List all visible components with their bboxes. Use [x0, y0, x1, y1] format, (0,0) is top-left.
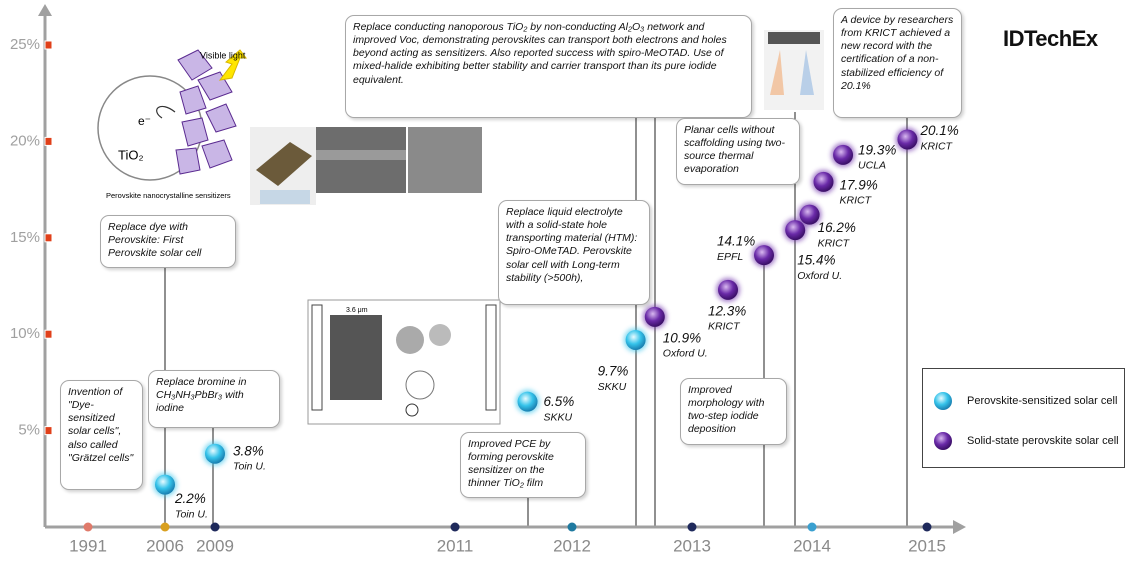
- institution-label: Toin U.: [233, 461, 266, 473]
- x-tick-label: 2015: [908, 536, 946, 555]
- institution-label: Oxford U.: [797, 270, 842, 282]
- value-label: 20.1%: [919, 123, 958, 138]
- data-point: [813, 171, 834, 192]
- value-label: 14.1%: [717, 234, 755, 249]
- y-tick-label: 25%: [10, 36, 40, 53]
- legend-label: Solid-state perovskite solar cell: [967, 435, 1119, 447]
- illustration-label: e⁻: [138, 114, 151, 128]
- value-label: 6.5%: [544, 394, 575, 409]
- data-point: [205, 443, 225, 464]
- x-tick-label: 2013: [673, 536, 711, 555]
- data-point: [833, 144, 854, 165]
- x-tick-mark: [210, 522, 220, 532]
- x-tick-mark: [687, 522, 697, 532]
- institution-label: KRICT: [840, 195, 873, 207]
- logo: IDTechEx: [1003, 26, 1098, 51]
- micrograph-label: 3.6 μm: [346, 307, 368, 314]
- legend-swatch: [934, 392, 952, 410]
- institution-label: EPFL: [717, 251, 743, 263]
- y-tick-label: 15%: [10, 229, 40, 246]
- institution-label: Oxford U.: [663, 348, 708, 360]
- callout: Invention of "Dye-sensitized solar cells…: [60, 380, 143, 490]
- callout: Planar cells without scaffolding using t…: [676, 118, 800, 185]
- x-tick-mark: [567, 522, 577, 532]
- y-tick-mark: [44, 40, 53, 50]
- x-tick-label: 2012: [553, 536, 591, 555]
- legend-marker: [934, 392, 952, 410]
- x-tick-mark: [83, 522, 93, 532]
- callout: Improved morphology with two-step iodide…: [680, 378, 787, 445]
- y-tick-mark: [44, 426, 53, 436]
- y-tick-label: 20%: [10, 132, 40, 149]
- data-point: [155, 474, 175, 495]
- x-tick-label: 2009: [196, 536, 234, 555]
- legend: Perovskite-sensitized solar cell Solid-st…: [922, 368, 1125, 468]
- value-label: 16.2%: [818, 220, 856, 235]
- institution-label: SKKU: [598, 381, 627, 393]
- y-tick-mark: [44, 233, 53, 243]
- callout: Replace liquid electrolyte with a solid-…: [498, 200, 650, 305]
- callout: Replace dye with Perovskite: First Perov…: [100, 215, 236, 268]
- x-tick-label: 2014: [793, 536, 831, 555]
- value-label: 9.7%: [598, 364, 629, 379]
- value-label: 10.9%: [663, 330, 701, 345]
- legend-swatch: [934, 432, 952, 450]
- institution-label: SKKU: [544, 411, 573, 423]
- legend-marker: [934, 432, 952, 450]
- x-tick-label: 2006: [146, 536, 184, 555]
- x-tick-label: 2011: [437, 536, 474, 555]
- y-tick-label: 5%: [18, 422, 40, 439]
- data-point: [718, 279, 738, 300]
- value-label: 12.3%: [708, 303, 746, 318]
- institution-label: KRICT: [708, 321, 741, 333]
- x-tick-label: 1991: [69, 536, 107, 555]
- data-point: [644, 306, 665, 327]
- institution-label: KRICT: [818, 237, 851, 249]
- axes: [38, 4, 966, 534]
- evaporation-image: [764, 30, 824, 110]
- data-point: [754, 245, 774, 266]
- callout: Replace conducting nanoporous TiO₂ by no…: [345, 15, 752, 118]
- callout: Replace bromine in CH₃NH₃PbBr₃ with iodi…: [148, 370, 280, 428]
- value-label: 3.8%: [233, 443, 264, 458]
- x-tick-mark: [807, 522, 817, 532]
- data-point: [517, 391, 538, 412]
- institution-label: Toin U.: [175, 508, 208, 520]
- illustration-caption: Perovskite nanocrystalline sensitizers: [106, 191, 231, 200]
- institution-label: UCLA: [858, 160, 886, 172]
- illustration-label: Visible light: [200, 50, 246, 60]
- micrograph: 3.6 μm: [307, 299, 501, 425]
- y-tick-mark: [44, 136, 53, 146]
- value-label: 15.4%: [797, 253, 835, 268]
- data-point: [799, 204, 820, 225]
- data-point: [897, 129, 918, 150]
- y-tick-label: 10%: [10, 325, 40, 342]
- device-photos: [250, 127, 482, 205]
- y-tick-mark: [44, 329, 53, 339]
- institution-label: KRICT: [920, 140, 953, 152]
- data-point: [785, 220, 806, 241]
- callout: A device by researchers from KRICT achie…: [833, 8, 962, 118]
- value-label: 19.3%: [858, 142, 896, 157]
- illustration-label: TiO₂: [118, 147, 144, 162]
- value-label: 2.2%: [174, 491, 206, 506]
- sensitizer-illustration: Visible light e⁻ TiO₂ Perovskite nanocry…: [97, 49, 247, 200]
- legend-label: Perovskite-sensitized solar cell: [967, 395, 1118, 407]
- callout: Improved PCE by forming perovskite sensi…: [460, 432, 586, 498]
- x-tick-mark: [160, 522, 170, 532]
- x-tick-mark: [450, 522, 460, 532]
- data-point: [625, 329, 646, 350]
- x-tick-mark: [922, 522, 932, 532]
- value-label: 17.9%: [840, 177, 878, 192]
